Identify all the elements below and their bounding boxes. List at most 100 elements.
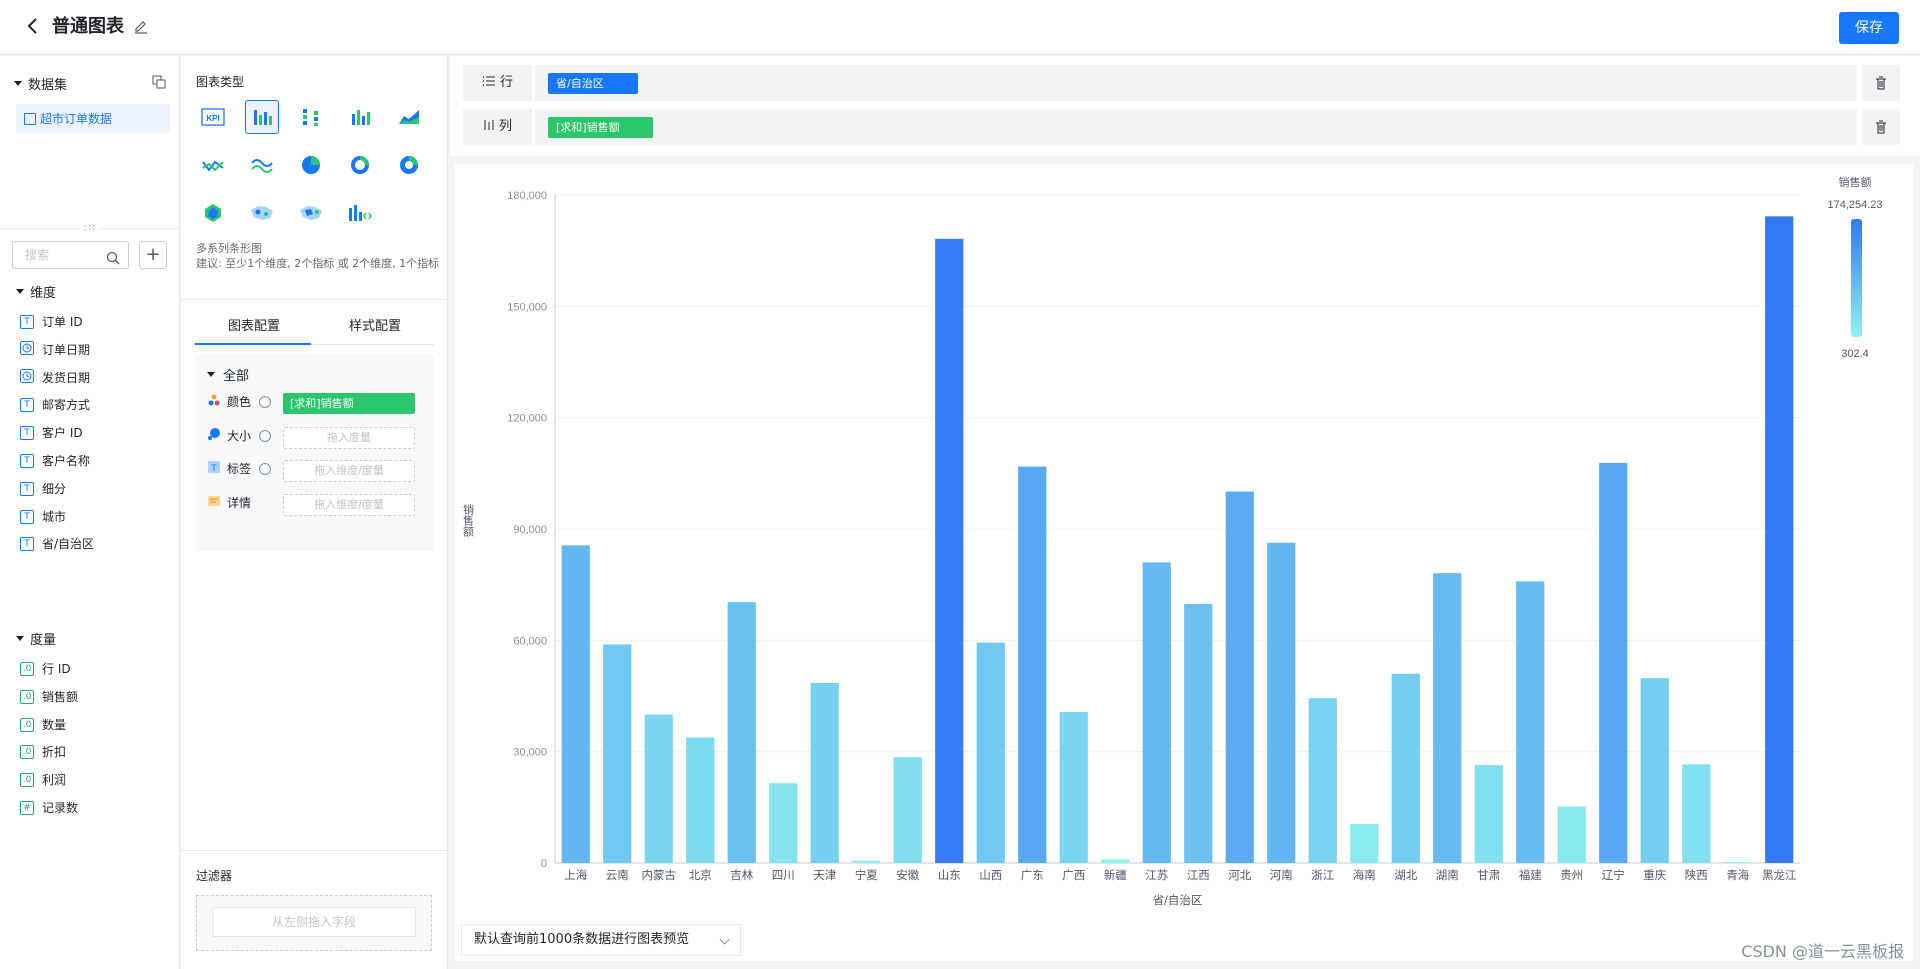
x-tick-label: 北京 [689, 868, 712, 882]
add-field-button[interactable]: + [139, 241, 167, 269]
bar [852, 860, 881, 863]
tab-style-config[interactable]: 样式配置 [348, 319, 401, 334]
line-chart-icon[interactable] [196, 148, 230, 182]
bar [935, 238, 964, 863]
x-tick-label: 河北 [1228, 868, 1251, 882]
active-tab-indicator [195, 343, 311, 345]
row-field-pill[interactable]: 省/自治区 [548, 73, 638, 94]
dimension-field[interactable]: T 客户 ID [20, 424, 83, 442]
search-placeholder: 搜索 [25, 248, 50, 262]
label-icon: T [207, 460, 221, 477]
x-tick-label: 天津 [813, 868, 836, 882]
measure-field[interactable]: .0 数量 [20, 716, 66, 734]
gear-icon[interactable] [259, 395, 272, 408]
dimension-field[interactable]: T 客户名称 [20, 452, 90, 470]
grouped-stacked-bar-icon[interactable] [343, 100, 377, 134]
map-chart-icon[interactable] [245, 196, 279, 230]
list-icon [482, 76, 495, 86]
dataset-section-header[interactable]: 数据集 [14, 74, 67, 93]
trash-icon[interactable] [1862, 109, 1900, 145]
x-tick-label: 辽宁 [1602, 868, 1625, 882]
measure-field[interactable]: .0 销售额 [20, 688, 78, 706]
divider [181, 299, 448, 300]
text-field-icon: T [20, 426, 34, 441]
area-chart-icon[interactable] [392, 100, 426, 134]
measure-group-header[interactable]: 度量 [16, 629, 56, 648]
column-shelf: 列 [求和]销售额 [463, 109, 1900, 145]
dimension-field[interactable]: 发货日期 [20, 368, 90, 388]
color-field-pill[interactable]: [求和]销售额 [283, 393, 415, 414]
search-icon[interactable] [106, 248, 120, 265]
x-tick-label: 贵州 [1560, 868, 1583, 882]
measure-field[interactable]: .0 行 ID [20, 660, 71, 678]
x-tick-label: 黑龙江 [1762, 868, 1797, 882]
page-title: 普通图表 [52, 16, 124, 37]
config-label: 标签 [227, 462, 252, 476]
row-drop-zone[interactable]: 省/自治区 [535, 65, 1857, 101]
column-drop-zone[interactable]: [求和]销售额 [535, 109, 1857, 145]
switch-dataset-icon[interactable] [152, 74, 168, 90]
collapse-triangle-icon [14, 81, 22, 86]
dimension-field[interactable]: T 城市 [20, 508, 66, 526]
trash-icon[interactable] [1862, 65, 1900, 101]
bar [1640, 678, 1669, 863]
back-icon[interactable] [26, 16, 46, 38]
label-drop-zone[interactable]: 拖入维度/度量 [283, 460, 415, 482]
svg-text:KPI: KPI [206, 114, 219, 123]
bar [1765, 216, 1794, 864]
measure-field-icon: .0 [20, 745, 34, 760]
bar [1018, 466, 1047, 863]
save-button[interactable]: 保存 [1839, 12, 1899, 44]
radar-chart-icon[interactable] [196, 196, 230, 230]
gear-icon[interactable] [259, 429, 272, 442]
smooth-line-chart-icon[interactable] [245, 148, 279, 182]
divider [181, 850, 448, 851]
config-label: 详情 [227, 496, 252, 510]
field-label: 城市 [42, 509, 67, 524]
field-search-input[interactable]: 搜索 [12, 241, 129, 269]
measure-field[interactable]: .0 利润 [20, 771, 66, 789]
pie-chart-icon[interactable] [294, 148, 328, 182]
x-tick-label: 安徽 [896, 868, 919, 882]
field-label: 省/自治区 [42, 537, 95, 552]
size-drop-zone[interactable]: 拖入度量 [283, 427, 415, 449]
config-group: 全部 颜色 [求和]销售额 大小 拖入度量 T 标签 拖入维度/度量 [195, 355, 434, 551]
rose-chart-icon[interactable] [392, 148, 426, 182]
drag-handle-icon[interactable]: ::: [80, 222, 100, 234]
dimension-field[interactable]: T 细分 [20, 480, 66, 498]
dimension-field[interactable]: T 邮寄方式 [20, 396, 90, 414]
dataset-item[interactable]: 超市订单数据 [16, 104, 170, 134]
y-tick-label: 90,000 [513, 524, 547, 536]
preview-limit-select[interactable]: 默认查询前1000条数据进行图表预览 [461, 924, 741, 956]
heat-map-chart-icon[interactable] [294, 196, 328, 230]
row-label-text: 行 [499, 75, 513, 90]
detail-drop-zone[interactable]: 拖入维度/度量 [283, 494, 415, 516]
dimension-field[interactable]: 订单日期 [20, 340, 90, 360]
config-group-header[interactable]: 全部 [207, 365, 249, 384]
config-label: 大小 [227, 429, 252, 443]
stacked-bar-chart-icon[interactable] [294, 100, 328, 134]
measure-field[interactable]: .0 折扣 [20, 743, 66, 761]
edit-icon[interactable] [133, 18, 151, 36]
custom-chart-icon[interactable] [343, 196, 377, 230]
count-field-icon: # [20, 801, 34, 815]
filter-drop-zone[interactable]: 从左侧拖入字段 [212, 907, 416, 937]
gear-icon[interactable] [259, 462, 272, 475]
config-size-row: 大小 [207, 427, 272, 444]
tab-chart-config[interactable]: 图表配置 [227, 319, 280, 334]
x-tick-label: 江苏 [1145, 868, 1168, 882]
dimension-field[interactable]: T 订单 ID [20, 313, 83, 331]
column-field-pill[interactable]: [求和]销售额 [548, 117, 653, 138]
bar [1142, 562, 1171, 863]
multi-series-bar-chart-icon[interactable] [245, 100, 279, 134]
x-tick-label: 海南 [1353, 868, 1376, 882]
y-axis-label: 销售额 [462, 503, 475, 538]
dimension-group-header[interactable]: 维度 [16, 282, 56, 301]
field-label: 折扣 [42, 745, 67, 760]
dimension-field[interactable]: T 省/自治区 [20, 535, 94, 553]
donut-chart-icon[interactable] [343, 148, 377, 182]
column-shelf-label: 列 [463, 109, 532, 145]
tab-divider [195, 344, 434, 345]
measure-field[interactable]: # 记录数 [20, 799, 78, 817]
kpi-chart-icon[interactable]: KPI [196, 100, 230, 134]
